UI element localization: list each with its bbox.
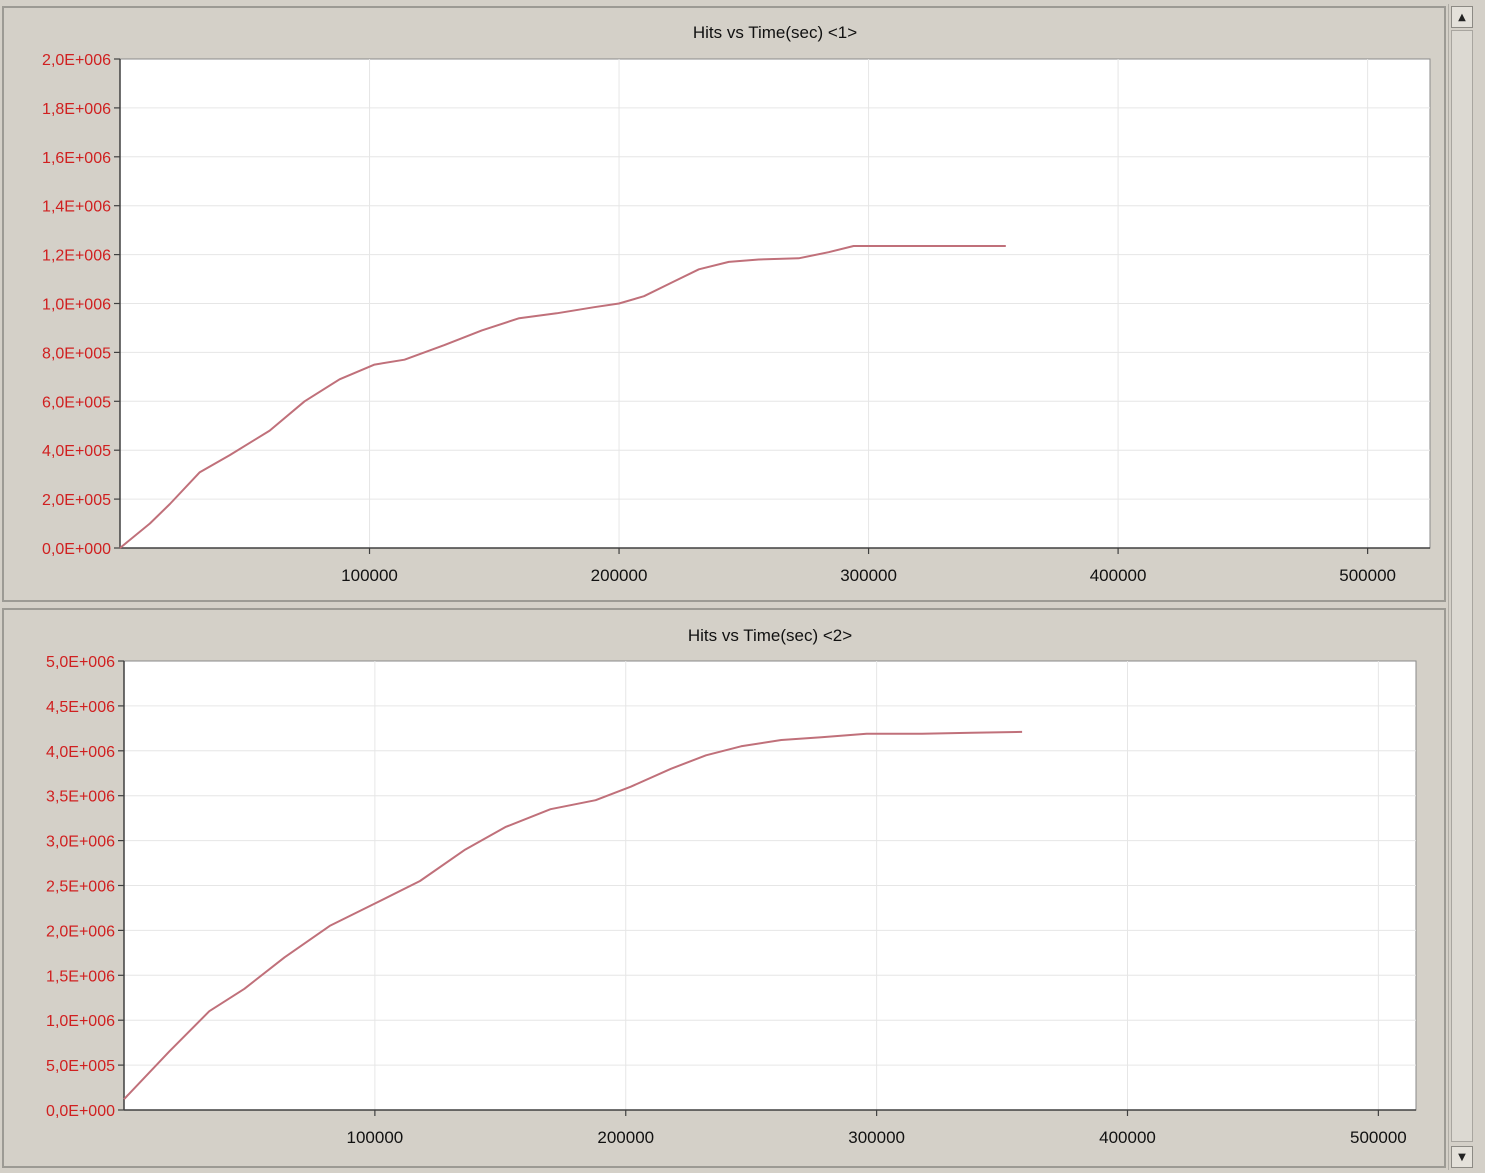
y-tick-label: 1,0E+006	[46, 1013, 115, 1030]
y-tick-label: 8,0E+005	[42, 345, 111, 362]
y-tick-label: 2,0E+006	[42, 52, 111, 69]
scroll-up-arrow-icon[interactable]: ▲	[1451, 6, 1473, 28]
scroll-down-arrow-icon[interactable]: ▼	[1451, 1146, 1473, 1168]
y-tick-label: 2,0E+005	[42, 492, 111, 509]
chart-2: Hits vs Time(sec) <2> 0,0E+000 5,0E+005 1,0…	[46, 626, 1417, 1147]
x-tick-label: 400000	[1090, 566, 1147, 585]
x-tick-label: 100000	[347, 1128, 404, 1147]
y-tick-label: 1,6E+006	[42, 150, 111, 167]
chart-title: Hits vs Time(sec) <1>	[693, 23, 857, 42]
y-tick-label: 2,5E+006	[46, 879, 115, 896]
series-line	[119, 245, 1006, 549]
y-tick-label: 2,0E+006	[46, 923, 115, 940]
y-tick-label: 1,8E+006	[42, 101, 111, 118]
scroll-thumb[interactable]	[1451, 30, 1473, 1142]
y-tick-label: 4,5E+006	[46, 699, 115, 716]
y-tick-label: 3,5E+006	[46, 789, 115, 806]
x-tick-label: 100000	[341, 566, 398, 585]
x-tick-label: 200000	[591, 566, 648, 585]
x-tick-label: 200000	[597, 1128, 654, 1147]
y-tick-label: 5,0E+006	[46, 654, 115, 671]
chart-panel-2: Hits vs Time(sec) <2> 0,0E+000 5,0E+005 1,0…	[2, 608, 1446, 1168]
chart-panel-1: Hits vs Time(sec) <1> 0,0E+000 2,0E+005 4,0…	[2, 6, 1446, 602]
y-tick-label: 4,0E+006	[46, 744, 115, 761]
y-tick-label: 1,2E+006	[42, 248, 111, 265]
x-tick-label: 300000	[848, 1128, 905, 1147]
y-tick-label: 0,0E+000	[42, 541, 111, 558]
x-tick-label: 500000	[1350, 1128, 1407, 1147]
vertical-scrollbar[interactable]: ▲ ▼	[1448, 4, 1474, 1170]
x-tick-label: 500000	[1339, 566, 1396, 585]
y-tick-label: 6,0E+005	[42, 394, 111, 411]
series-line	[123, 730, 1023, 1100]
y-tick-label: 4,0E+005	[42, 443, 111, 460]
y-tick-label: 1,5E+006	[46, 968, 115, 985]
y-tick-label: 0,0E+000	[46, 1103, 115, 1120]
y-tick-label: 3,0E+006	[46, 834, 115, 851]
chart-1: Hits vs Time(sec) <1> 0,0E+000 2,0E+005 4,0…	[42, 23, 1431, 585]
y-tick-label: 1,0E+006	[42, 297, 111, 314]
y-tick-label: 5,0E+005	[46, 1058, 115, 1075]
x-tick-label: 300000	[840, 566, 897, 585]
x-tick-label: 400000	[1099, 1128, 1156, 1147]
y-tick-label: 1,4E+006	[42, 199, 111, 216]
chart-title: Hits vs Time(sec) <2>	[688, 626, 852, 645]
